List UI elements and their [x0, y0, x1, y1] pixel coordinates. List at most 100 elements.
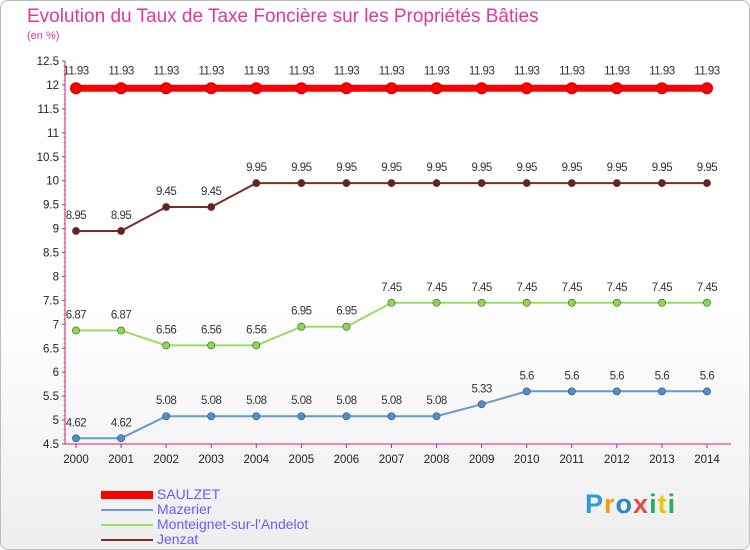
data-label: 9.45	[201, 186, 221, 198]
data-point	[207, 341, 216, 350]
data-label: 7.45	[697, 282, 717, 294]
data-label: 5.08	[426, 395, 446, 407]
data-label: 7.45	[562, 282, 582, 294]
data-point	[567, 387, 576, 396]
logo-letter: i	[667, 489, 677, 519]
legend-label: SAULZET	[157, 486, 221, 502]
data-label: 11.93	[334, 65, 360, 77]
data-label: 9.95	[697, 162, 717, 174]
data-point	[658, 387, 666, 396]
data-label: 6.56	[246, 324, 266, 336]
y-tick-label: 6.5	[43, 343, 59, 355]
data-point	[432, 412, 441, 421]
data-point	[567, 179, 576, 187]
data-point	[117, 227, 125, 235]
x-tick-label: 2013	[649, 454, 675, 466]
legend: SAULZET Mazerier Monteignet-sur-l'Andelot J…	[101, 487, 308, 547]
data-label: 11.93	[289, 65, 315, 77]
data-point	[387, 412, 396, 421]
data-point	[115, 82, 128, 95]
data-point	[205, 82, 218, 95]
data-label: 4.62	[111, 417, 131, 429]
data-point	[703, 298, 711, 307]
data-point	[342, 179, 351, 187]
data-label: 5.08	[381, 395, 401, 407]
chart-title: Evolution du Taux de Taxe Foncière sur l…	[27, 6, 539, 27]
data-label: 11.93	[153, 65, 179, 77]
data-label: 8.95	[111, 210, 131, 222]
logo-letter: r	[604, 489, 616, 519]
y-tick-label: 10.5	[37, 152, 59, 164]
data-label: 5.08	[291, 395, 311, 407]
data-point	[117, 434, 125, 443]
data-label: 11.93	[198, 65, 224, 77]
y-tick-label: 7.5	[43, 295, 59, 307]
legend-swatch	[101, 508, 153, 511]
data-point	[252, 341, 261, 350]
proxiti-logo: Proxiti	[585, 489, 676, 520]
legend-item: Mazerier	[101, 502, 308, 517]
data-label: 11.93	[694, 65, 720, 77]
data-point	[340, 82, 353, 95]
data-label: 7.45	[517, 282, 537, 294]
data-label: 9.95	[426, 162, 446, 174]
x-tick-label: 2007	[379, 454, 405, 466]
legend-item: Monteignet-sur-l'Andelot	[101, 517, 308, 532]
x-tick-label: 2004	[243, 454, 269, 466]
data-label: 5.6	[610, 370, 625, 382]
data-label: 7.45	[652, 282, 672, 294]
data-label: 11.93	[379, 65, 405, 77]
data-point	[655, 82, 668, 95]
data-label: 9.95	[336, 162, 356, 174]
y-tick-label: 12	[46, 80, 59, 92]
y-tick-label: 8	[53, 271, 59, 283]
data-label: 5.08	[246, 395, 266, 407]
logo-letter: P	[585, 489, 605, 519]
data-label: 9.45	[156, 186, 176, 198]
data-point	[297, 322, 306, 331]
data-point	[342, 412, 351, 421]
y-tick-label: 7	[53, 319, 59, 331]
data-label: 7.45	[471, 282, 491, 294]
data-label: 11.93	[424, 65, 450, 77]
data-point	[703, 387, 711, 396]
data-label: 11.93	[469, 65, 495, 77]
data-label: 11.93	[108, 65, 134, 77]
y-tick-label: 6	[53, 367, 59, 379]
data-label: 9.95	[517, 162, 537, 174]
legend-label: Monteignet-sur-l'Andelot	[157, 516, 309, 532]
data-point	[117, 326, 125, 335]
legend-swatch	[101, 538, 153, 541]
data-label: 11.93	[649, 65, 675, 77]
y-tick-label: 12.5	[37, 56, 59, 68]
y-tick-label: 11.5	[37, 104, 59, 116]
data-label: 5.08	[156, 395, 176, 407]
data-point	[72, 227, 80, 235]
data-point	[387, 298, 396, 307]
logo-letter: x	[633, 489, 650, 519]
logo-letter: t	[657, 489, 668, 519]
legend-swatch	[101, 490, 153, 499]
y-tick-label: 10	[46, 176, 59, 188]
data-point	[162, 412, 171, 421]
data-point	[658, 298, 666, 307]
x-tick-label: 2003	[198, 454, 224, 466]
logo-letter: i	[649, 489, 658, 519]
x-tick-label: 2011	[559, 454, 584, 466]
x-tick-label: 2005	[289, 454, 315, 466]
data-label: 6.95	[291, 306, 311, 318]
data-label: 6.56	[201, 324, 221, 336]
data-point	[297, 412, 306, 421]
data-label: 4.62	[66, 417, 86, 429]
y-tick-label: 9	[53, 224, 59, 236]
data-point	[432, 298, 441, 307]
data-label: 8.95	[66, 210, 86, 222]
data-point	[477, 179, 486, 187]
data-point	[342, 322, 351, 331]
y-tick-label: 5.5	[43, 391, 59, 403]
x-tick-label: 2014	[694, 454, 720, 466]
data-label: 5.6	[519, 370, 534, 382]
data-point	[658, 179, 666, 187]
data-point	[160, 82, 173, 95]
